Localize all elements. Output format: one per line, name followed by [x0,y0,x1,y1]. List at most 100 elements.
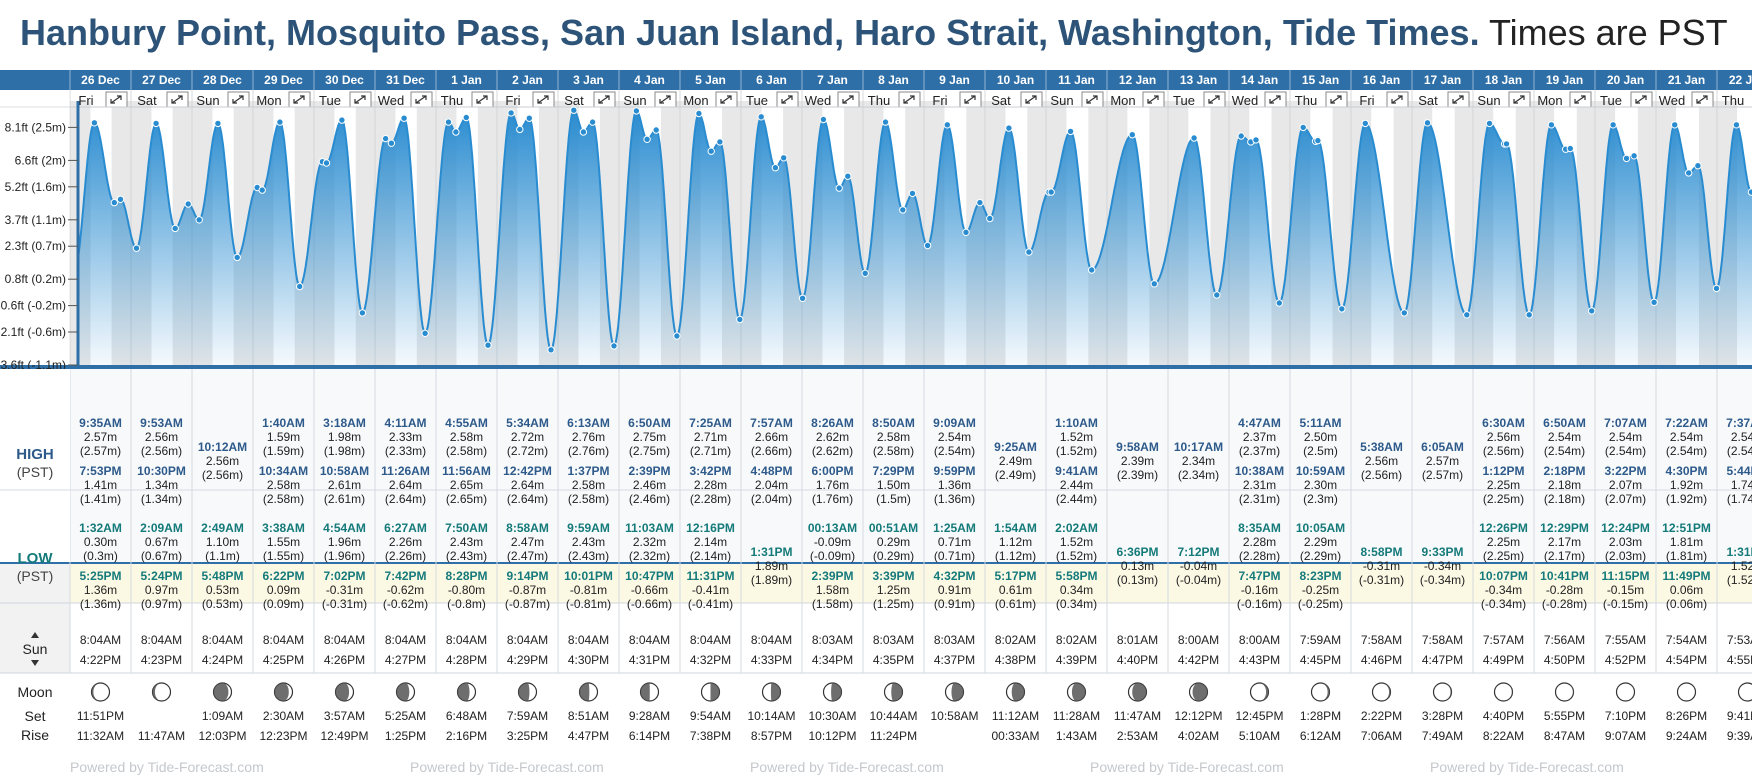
high-tide-height: 2.49m [999,454,1032,468]
tide-extreme-point [507,109,515,117]
tide-extreme-point [798,294,807,303]
low-tide-height-alt: (1.96m) [324,549,365,563]
high-tide-time: 10:34AM [259,464,308,478]
low-tide-time: 11:15PM [1601,569,1649,583]
high-tide-height: 2.54m [1731,430,1752,444]
tide-extreme-point [695,109,703,118]
moonset-time: 8:26PM [1666,709,1707,723]
high-tide-height: 2.54m [1670,430,1703,444]
tide-extreme-point [652,126,660,134]
moon-shadow [518,683,530,701]
low-tide-height-alt: (1.52m) [1056,549,1097,563]
low-tide-height: 2.29m [1304,535,1337,549]
sunset-time: 4:30PM [568,653,609,667]
low-tide-time: 10:01PM [564,569,613,583]
low-tide-height-alt: (-0.87m) [505,597,550,611]
low-tide-time: 2:09AM [140,521,183,535]
high-tide-height-alt: (2.5m) [1303,444,1338,458]
moonrise-time: 7:06AM [1361,729,1402,743]
sunrise-time: 8:04AM [690,633,731,647]
high-tide-height-alt: (2.72m) [507,444,548,458]
high-tide-time: 9:25AM [994,440,1037,454]
low-tide-height-alt: (2.17m) [1544,549,1585,563]
tide-extreme-point [899,206,907,214]
table-divider [0,562,1752,564]
high-tide-height: 1.52m [1060,430,1093,444]
day-of-week: Sun [1050,93,1073,108]
sunset-time: 4:28PM [446,653,487,667]
low-tide-height: 1.36m [84,583,117,597]
moon-shadow [1192,683,1208,701]
low-tide-time: 9:59AM [567,521,610,535]
moonrise-time: 9:24AM [1666,729,1707,743]
expand-icon [537,95,549,104]
tide-extreme-point [976,198,984,207]
sun-row-background [70,564,1752,603]
tide-extreme-point [861,269,869,278]
day-of-week: Sat [991,93,1011,108]
high-tide-height: 2.56m [1365,454,1398,468]
low-tide-height: -0.81m [570,583,607,597]
tide-extreme-point [943,121,951,129]
tide-area [78,110,1752,365]
sunrise-time: 8:01AM [1117,633,1158,647]
moonset-time: 12:45PM [1235,709,1283,723]
tide-extreme-point [1299,123,1307,132]
low-tide-time: 5:58PM [1055,569,1097,583]
high-tide-height-alt: (2.76m) [568,444,609,458]
high-tide-height: 2.57m [1426,454,1459,468]
high-tide-height: 2.56m [145,430,178,444]
high-tide-time: 10:12AM [198,440,247,454]
low-tide-time: 00:51AM [869,521,918,535]
tide-extreme-point [1694,162,1702,170]
low-tide-time: 7:47PM [1238,569,1280,583]
moon-shadow [951,683,964,701]
tide-extreme-point [1150,280,1159,288]
high-tide-time: 3:22PM [1604,464,1646,478]
moon-phase-icon [1615,682,1636,702]
low-tide-height: 1.10m [206,535,239,549]
tide-extreme-point [579,128,588,136]
date-label: 3 Jan [573,73,604,87]
day-of-week: Mon [256,93,281,108]
high-tide-height-alt: (2.54m) [1666,444,1707,458]
high-tide-height: 2.30m [1304,478,1337,492]
moonset-time: 7:10PM [1605,709,1646,723]
high-tide-height: 1.59m [267,430,300,444]
tide-extreme-point [1361,119,1370,128]
tide-extreme-point [276,118,284,126]
high-tide-height-alt: (2.46m) [629,492,670,506]
low-tide-height-alt: (0.09m) [263,597,304,611]
moonset-time: 11:28AM [1053,709,1100,723]
date-label: 19 Jan [1546,73,1583,87]
tide-extreme-point [1485,119,1494,128]
tide-extreme-point [923,241,932,250]
date-label: 31 Dec [386,73,425,87]
tide-extreme-point [258,186,266,194]
tide-extreme-point [1622,154,1631,163]
low-tide-height-alt: (0.91m) [934,597,975,611]
moon-shadow [213,683,229,701]
expand-icon [1635,95,1647,104]
low-tide-height-alt: (-0.28m) [1542,597,1587,611]
low-tide-time: 7:12PM [1177,545,1219,559]
high-tide-height-alt: (2.44m) [1056,492,1097,506]
moonset-time: 12:12PM [1174,709,1222,723]
tide-extreme-point [1525,311,1533,319]
low-tide-height: -0.25m [1302,583,1339,597]
moonset-time: 10:44AM [869,709,917,723]
tide-extreme-point [1566,144,1575,153]
low-tide-time: 4:54AM [323,521,366,535]
high-tide-height-alt: (2.3m) [1303,492,1338,506]
low-tide-time: 8:58AM [506,521,549,535]
low-tide-height: 1.12m [999,535,1032,549]
expand-icon [1086,95,1098,104]
tide-extreme-point [780,154,788,162]
moonset-time: 2:30AM [263,709,304,723]
moon-shadow [274,683,289,701]
expand-icon [1696,95,1708,104]
sunset-time: 4:40PM [1117,653,1158,667]
low-tide-height: 0.71m [938,535,971,549]
high-tide-time: 12:42PM [503,464,552,478]
sunset-time: 4:24PM [202,653,243,667]
